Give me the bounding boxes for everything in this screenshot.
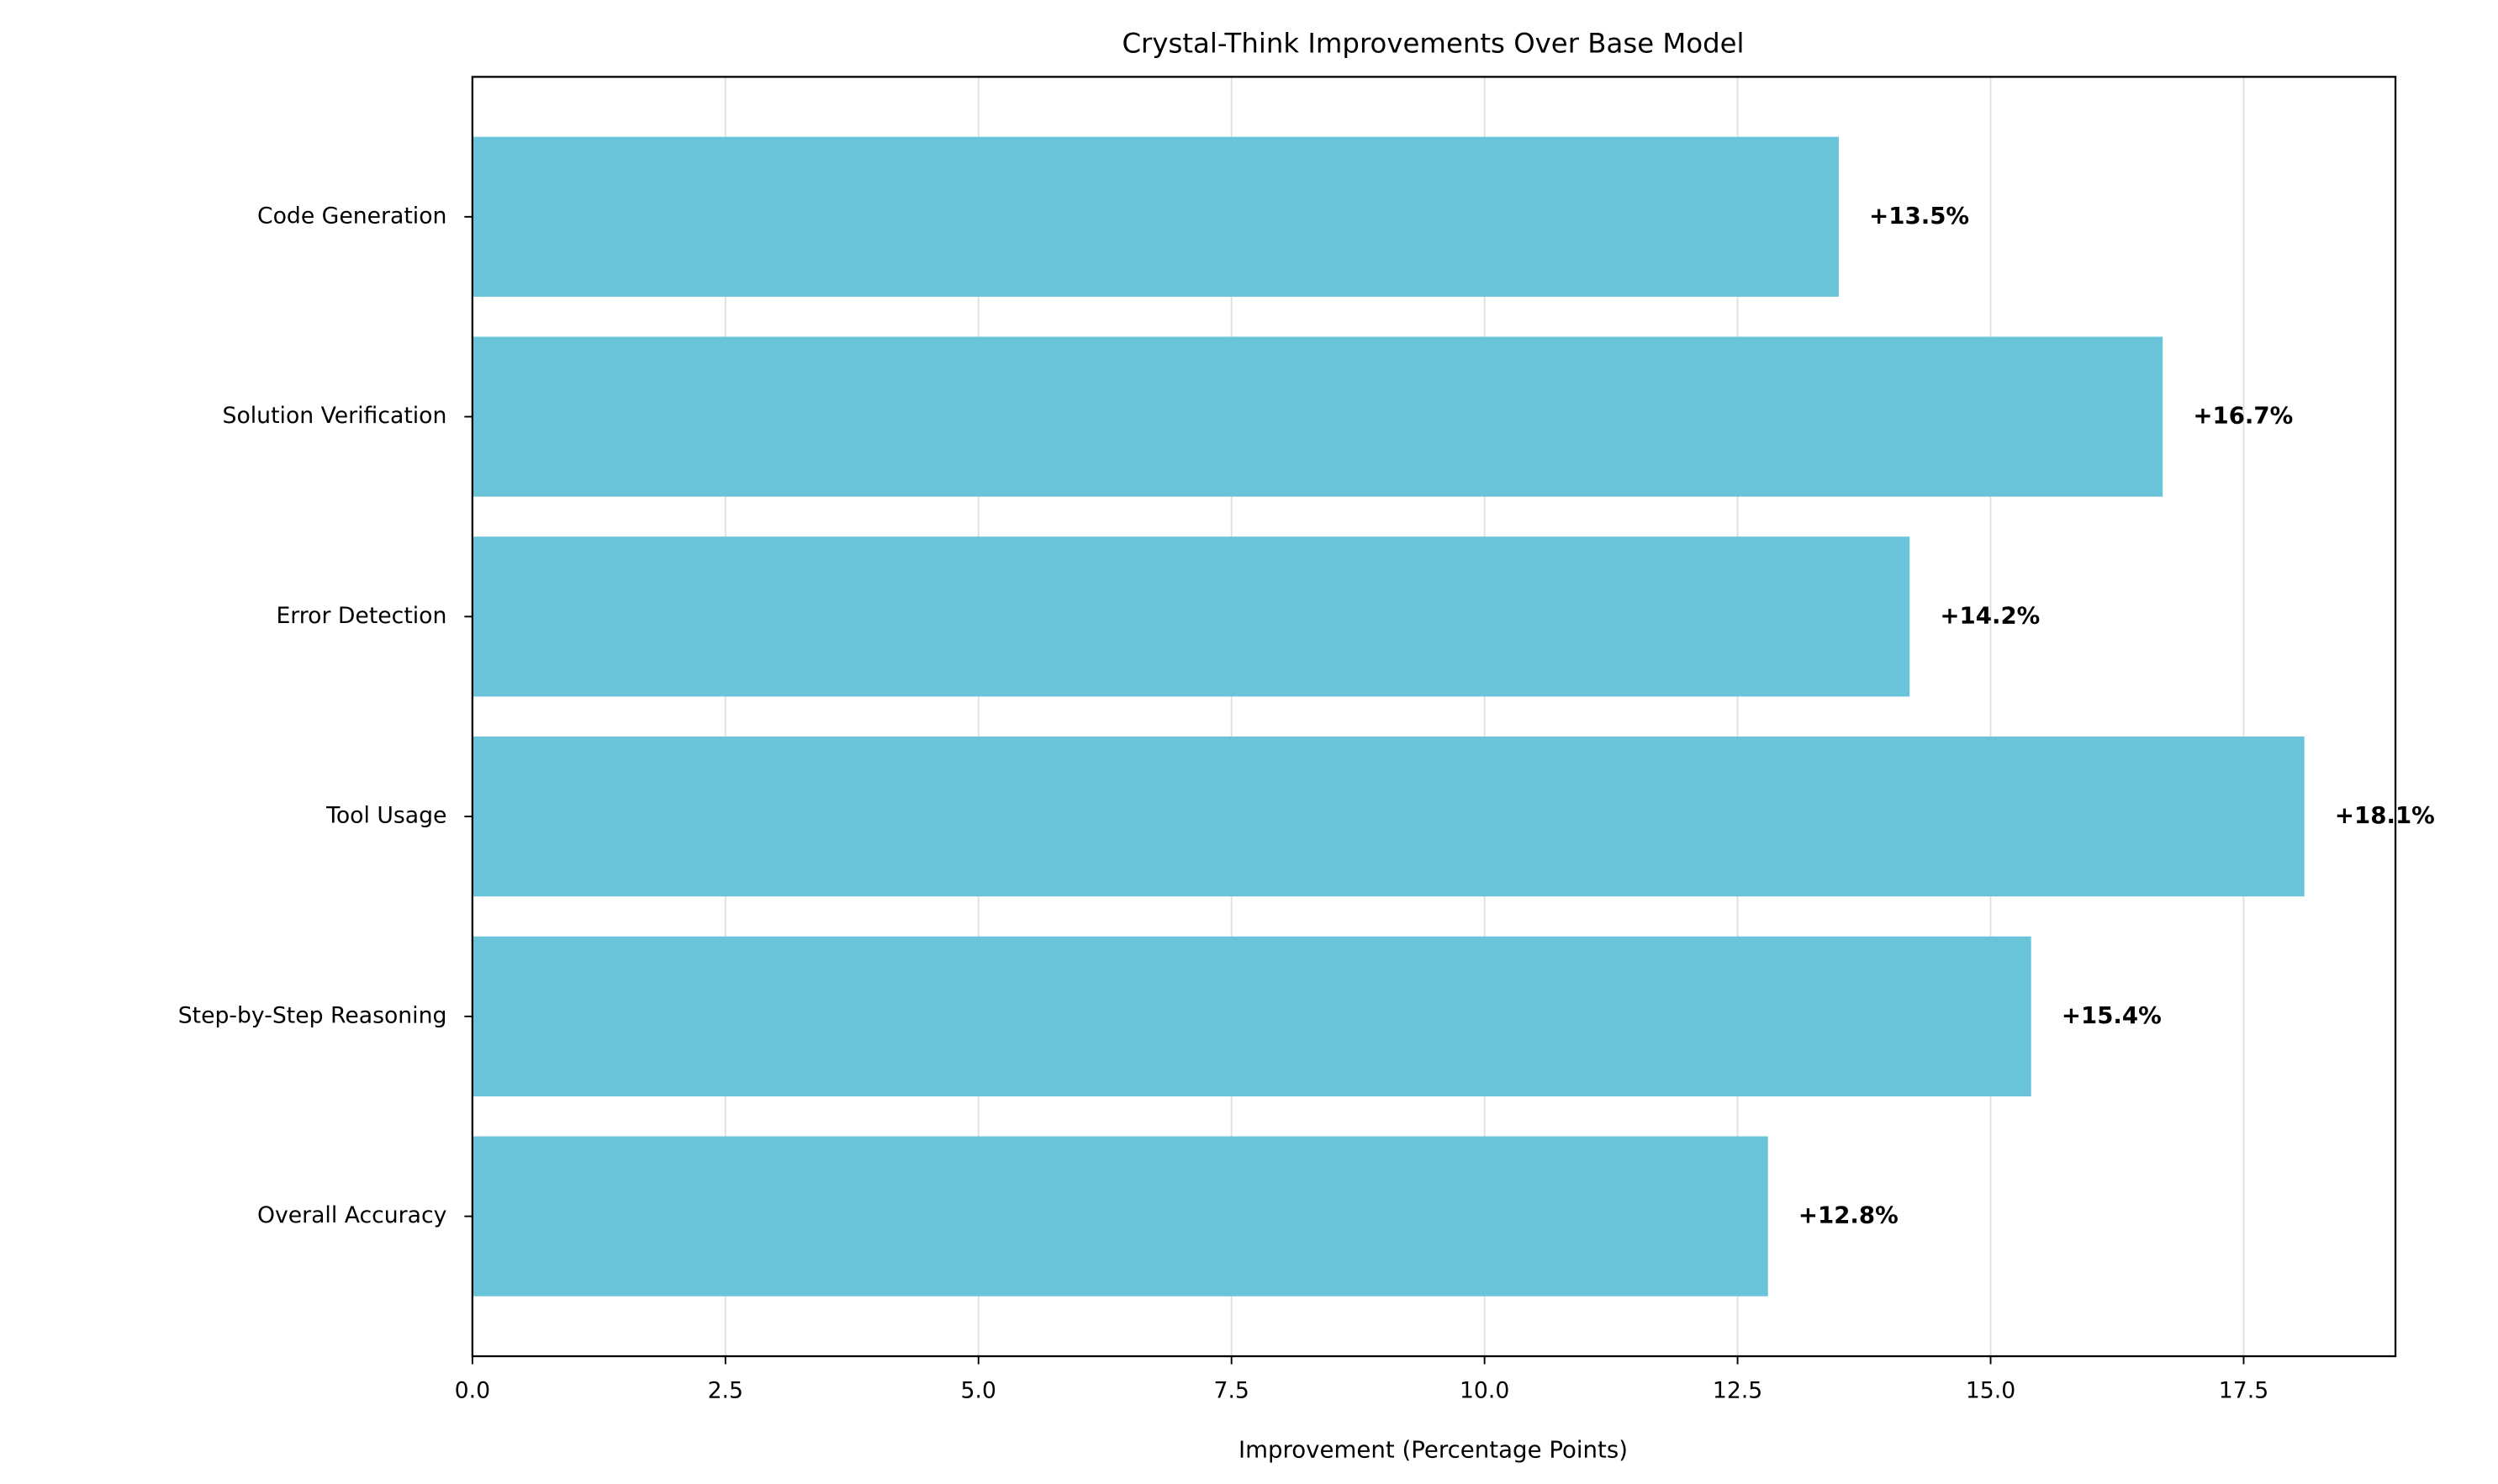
bar <box>472 1136 1768 1297</box>
value-label: +18.1% <box>2335 801 2435 829</box>
value-label: +16.7% <box>2193 402 2293 430</box>
bar <box>472 536 1910 697</box>
x-tick-label: 12.5 <box>1713 1378 1762 1404</box>
x-tick-label: 7.5 <box>1213 1378 1249 1404</box>
chart-title: Crystal-Think Improvements Over Base Mod… <box>1122 27 1744 59</box>
x-tick-label: 15.0 <box>1966 1378 2015 1404</box>
value-label: +14.2% <box>1940 601 2040 629</box>
y-tick-label: Code Generation <box>257 203 446 229</box>
y-tick-label: Tool Usage <box>325 803 446 829</box>
value-label: +12.8% <box>1798 1201 1899 1229</box>
x-axis-label: Improvement (Percentage Points) <box>1238 1435 1628 1463</box>
x-tick-label: 0.0 <box>455 1378 490 1404</box>
bar <box>472 736 2305 897</box>
bar <box>472 336 2163 497</box>
bar <box>472 936 2031 1096</box>
plot-frame <box>471 76 2397 1358</box>
x-tick-label: 2.5 <box>708 1378 743 1404</box>
bar <box>472 136 1839 297</box>
y-tick-label: Solution Verification <box>223 403 447 429</box>
value-label: +15.4% <box>2062 1001 2162 1029</box>
y-tick-label: Step-by-Step Reasoning <box>178 1002 447 1028</box>
x-tick-label: 17.5 <box>2219 1378 2268 1404</box>
x-tick-label: 10.0 <box>1460 1378 1509 1404</box>
x-tick-label: 5.0 <box>961 1378 996 1404</box>
y-tick-label: Overall Accuracy <box>257 1202 446 1228</box>
value-label: +13.5% <box>1869 202 1969 230</box>
y-tick-label: Error Detection <box>276 603 446 629</box>
